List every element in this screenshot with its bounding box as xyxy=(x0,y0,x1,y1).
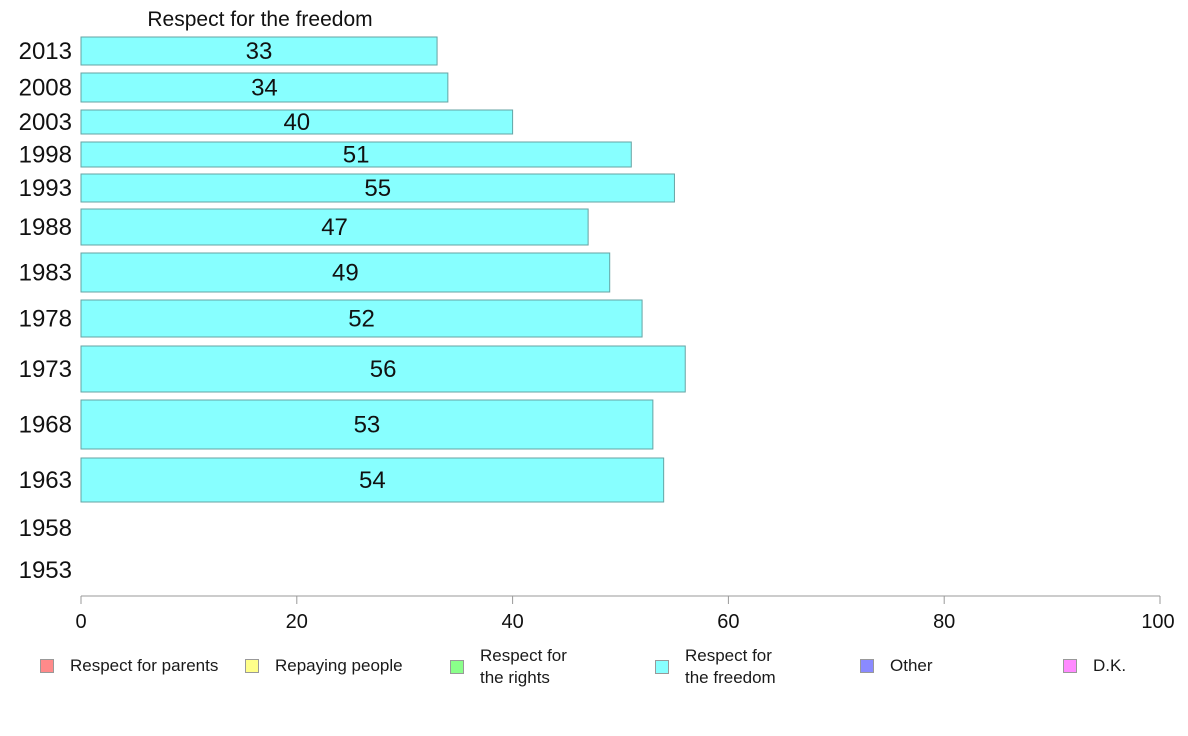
bar xyxy=(80,208,589,246)
y-tick-label: 1983 xyxy=(19,260,72,287)
legend-swatch xyxy=(860,659,874,673)
bar xyxy=(80,252,611,293)
x-tick-label: 40 xyxy=(501,611,523,633)
legend-item: Repaying people xyxy=(245,655,403,677)
legend-item: D.K. xyxy=(1063,655,1126,677)
data-label: 56 xyxy=(370,356,397,383)
data-label: 47 xyxy=(321,214,348,241)
legend: Respect for parents Repaying people Respec… xyxy=(0,645,1188,695)
y-tick-label: 2008 xyxy=(19,75,72,102)
data-label: 55 xyxy=(364,175,391,202)
legend-label: Other xyxy=(890,656,933,675)
y-tick-labels: 2013 2008 2003 1998 1993 1988 1983 1978 1973 1968… xyxy=(19,38,72,584)
bar xyxy=(80,141,632,168)
x-tick-label: 100 xyxy=(1141,611,1174,633)
data-label: 49 xyxy=(332,260,359,287)
data-label: 40 xyxy=(283,109,310,136)
legend-swatch xyxy=(450,660,464,674)
y-tick-label: 1958 xyxy=(19,515,72,542)
y-tick-label: 2003 xyxy=(19,109,72,136)
bar xyxy=(80,457,665,503)
data-label: 33 xyxy=(246,38,273,65)
legend-label: Respect for parents xyxy=(70,656,219,675)
data-label: 54 xyxy=(359,467,386,494)
data-label: 53 xyxy=(354,412,381,439)
bar xyxy=(80,345,686,393)
y-tick-label: 1993 xyxy=(19,175,72,202)
data-label: 51 xyxy=(343,142,370,169)
bar xyxy=(80,399,654,450)
bar xyxy=(80,72,449,103)
bar xyxy=(80,173,675,203)
x-axis: 0 20 40 60 80 100 xyxy=(75,595,1175,633)
bar xyxy=(80,109,514,135)
legend-item: Other xyxy=(860,655,933,677)
bar xyxy=(80,36,438,66)
x-tick-label: 60 xyxy=(717,611,739,633)
data-label: 52 xyxy=(348,306,375,333)
legend-swatch xyxy=(245,659,259,673)
legend-label: D.K. xyxy=(1093,656,1127,675)
y-tick-label: 1963 xyxy=(19,467,72,494)
y-tick-label: 1978 xyxy=(19,306,72,333)
data-label: 34 xyxy=(251,75,278,102)
legend-item: Respect for the freedom xyxy=(655,645,776,689)
legend-label: Respect for the rights xyxy=(480,646,567,687)
y-tick-label: 1968 xyxy=(19,412,72,439)
legend-label: Respect for the freedom xyxy=(685,646,776,687)
legend-item: Respect for parents xyxy=(40,655,218,677)
y-tick-label: 1998 xyxy=(19,142,72,169)
legend-label: Repaying people xyxy=(275,656,403,675)
y-tick-label: 1988 xyxy=(19,214,72,241)
x-tick-label: 80 xyxy=(933,611,955,633)
legend-item: Respect for the rights xyxy=(450,645,567,689)
chart-title: Respect for the freedom xyxy=(147,8,372,31)
legend-swatch xyxy=(1063,659,1077,673)
legend-swatch xyxy=(655,660,669,674)
legend-swatch xyxy=(40,659,54,673)
y-tick-label: 1953 xyxy=(19,557,72,584)
bar xyxy=(80,299,643,338)
y-tick-label: 2013 xyxy=(19,38,72,65)
x-tick-label: 0 xyxy=(75,611,86,633)
x-tick-label: 20 xyxy=(286,611,308,633)
y-tick-label: 1973 xyxy=(19,356,72,383)
